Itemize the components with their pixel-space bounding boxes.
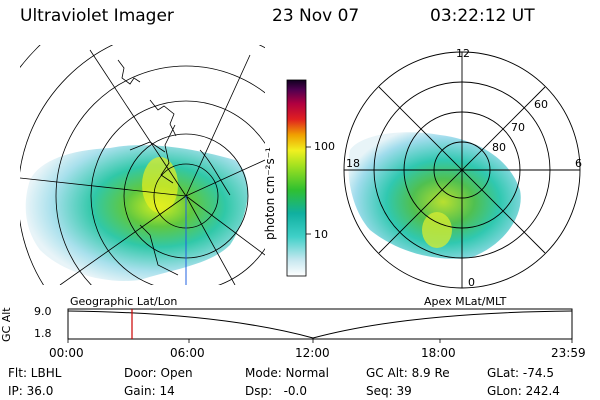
geo-aurora-bright-spot bbox=[142, 157, 178, 213]
magnetic-map bbox=[348, 132, 521, 259]
mag-aurora-oval bbox=[348, 132, 521, 259]
mag-aurora-bright-spot bbox=[422, 212, 452, 248]
date-label: 23 Nov 07 bbox=[272, 6, 360, 26]
altitude-axis-label: GC Alt bbox=[0, 307, 13, 342]
altitude-curve bbox=[67, 310, 573, 339]
colorbar-unit-label: photon cm⁻²s⁻¹ bbox=[263, 147, 277, 240]
colorbar-tick-10: 10 bbox=[314, 228, 328, 241]
geo-aurora-oval bbox=[25, 145, 248, 281]
info-seq: Seq: 39 bbox=[366, 384, 412, 398]
info-mode: Mode: Normal bbox=[245, 366, 329, 380]
mlat-label-80: 80 bbox=[492, 141, 506, 154]
geo-meridian-grid bbox=[20, 49, 265, 285]
mlt-label-12: 12 bbox=[456, 47, 470, 60]
altitude-plot-frame bbox=[67, 308, 573, 340]
info-glat: GLat: -74.5 bbox=[487, 366, 554, 380]
colorbar-tick-100: 100 bbox=[314, 140, 335, 153]
magnetic-panel-label: Apex MLat/MLT bbox=[424, 295, 507, 308]
mlt-label-0: 0 bbox=[468, 276, 475, 289]
altitude-xtick-1800: 18:00 bbox=[421, 346, 456, 360]
altitude-plot-ticks bbox=[67, 339, 573, 343]
info-door: Door: Open bbox=[124, 366, 193, 380]
info-glon: GLon: 242.4 bbox=[487, 384, 560, 398]
info-gain: Gain: 14 bbox=[124, 384, 175, 398]
mlt-label-6: 6 bbox=[575, 157, 582, 170]
mlt-label-18: 18 bbox=[346, 157, 360, 170]
info-dsp: Dsp: -0.0 bbox=[245, 384, 308, 398]
colorbar-ticks bbox=[306, 146, 311, 235]
altitude-xtick-1200: 12:00 bbox=[295, 346, 330, 360]
geographic-panel-label: Geographic Lat/Lon bbox=[70, 295, 178, 308]
altitude-xtick-0600: 06:00 bbox=[170, 346, 205, 360]
info-ip: IP: 36.0 bbox=[8, 384, 54, 398]
altitude-ytick-top: 9.0 bbox=[34, 305, 52, 318]
colorbar bbox=[286, 79, 307, 277]
mlat-label-70: 70 bbox=[511, 121, 525, 134]
altitude-ytick-bottom: 1.8 bbox=[34, 327, 52, 340]
altitude-xtick-0000: 00:00 bbox=[49, 346, 84, 360]
geographic-map bbox=[20, 45, 265, 285]
altitude-xtick-2359: 23:59 bbox=[551, 346, 586, 360]
info-gc-alt: GC Alt: 8.9 Re bbox=[366, 366, 450, 380]
mag-grid bbox=[343, 51, 581, 289]
instrument-title: Ultraviolet Imager bbox=[20, 6, 174, 26]
mlat-label-60: 60 bbox=[534, 98, 548, 111]
info-filter: Flt: LBHL bbox=[8, 366, 62, 380]
time-label: 03:22:12 UT bbox=[430, 6, 535, 26]
